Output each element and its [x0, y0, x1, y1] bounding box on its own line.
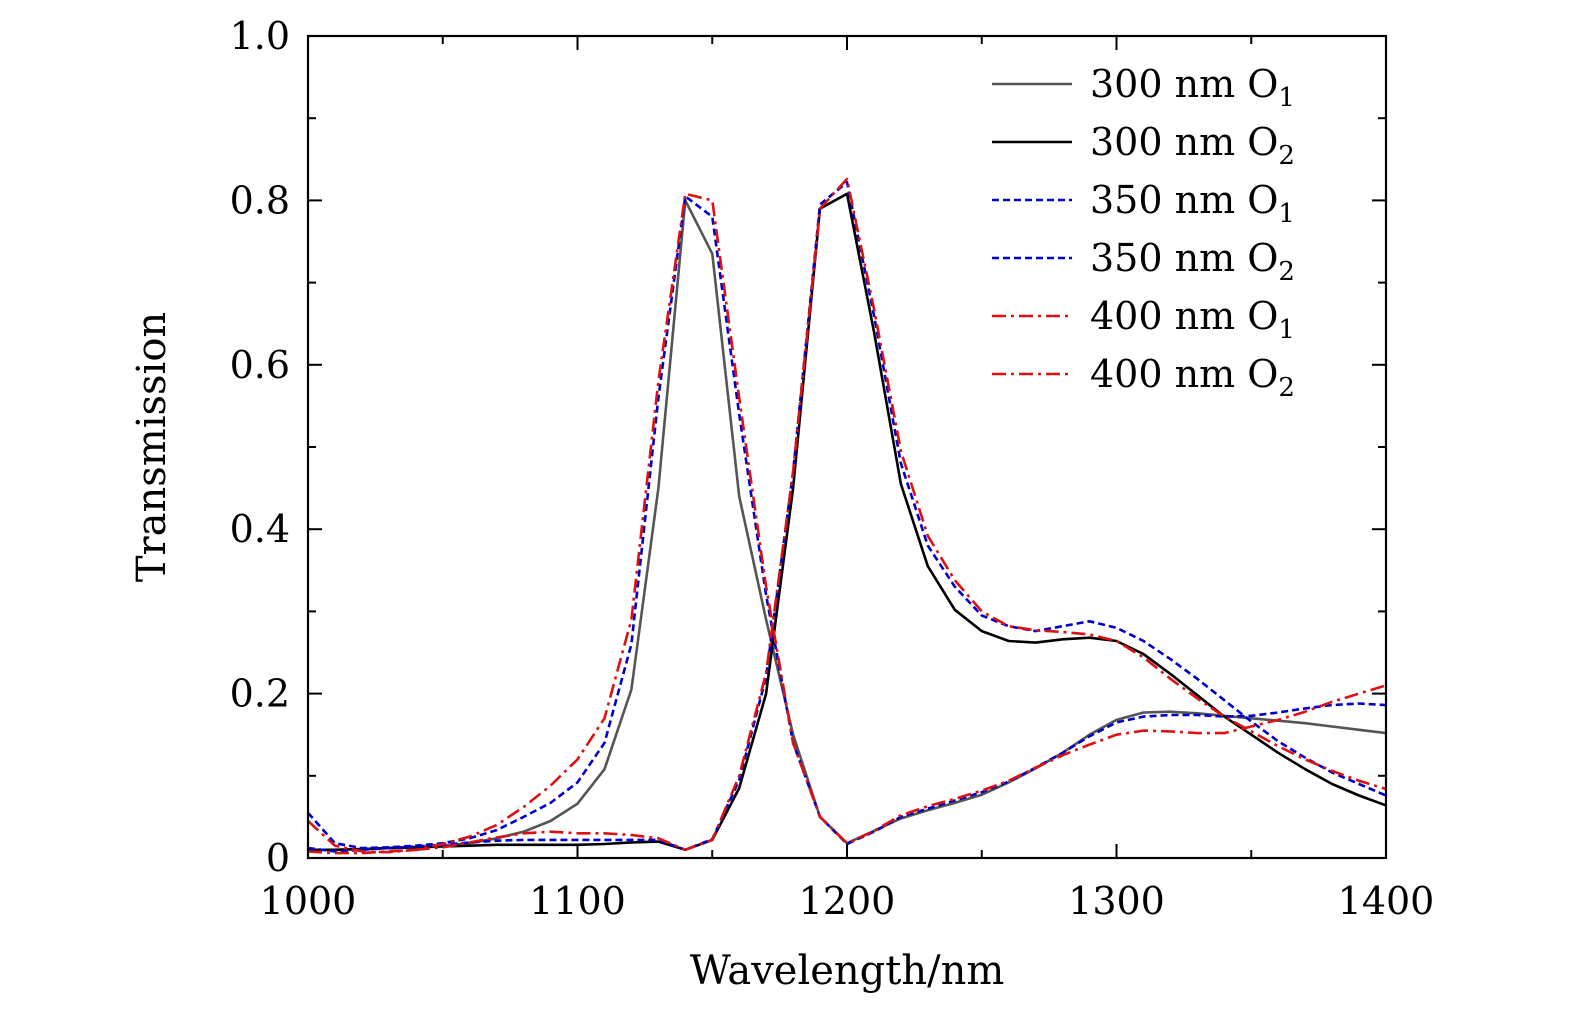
ticks-layer [307, 35, 1387, 859]
x-axis-title: Wavelength/nm [690, 948, 1005, 994]
legend-label-6: 400 nm O2 [1090, 352, 1295, 403]
series-line-4 [308, 181, 1386, 853]
series-line-3 [308, 195, 1386, 850]
legend-label-4: 350 nm O2 [1090, 236, 1295, 287]
legend-label-5: 400 nm O1 [1090, 294, 1295, 345]
series-line-2 [308, 192, 1386, 852]
x-tick-label: 1100 [529, 879, 626, 923]
legend-label-3: 350 nm O1 [1090, 178, 1295, 229]
y-tick-label: 0.4 [230, 507, 290, 551]
x-tick-label: 1400 [1338, 879, 1435, 923]
y-axis-title: Transmission [129, 312, 175, 582]
y-tick-label: 0.2 [230, 672, 290, 716]
tick-labels-layer: 1000 1100 1200 1300 1400 0 0.2 0.4 0.6 0.8 1.0 [230, 14, 1435, 923]
y-tick-label: 0.8 [230, 178, 290, 222]
x-tick-label: 1000 [260, 879, 357, 923]
series-layer [308, 177, 1386, 855]
y-tick-label: 0.6 [230, 343, 290, 387]
x-tick-label: 1300 [1068, 879, 1165, 923]
series-line-1 [308, 199, 1386, 852]
series-line-5 [308, 192, 1386, 854]
y-tick-label: 1.0 [230, 14, 290, 58]
y-tick-label: 0 [266, 836, 290, 880]
legend-label-2: 300 nm O2 [1090, 120, 1295, 171]
legend-label-1: 300 nm O1 [1090, 62, 1295, 113]
series-line-6 [308, 177, 1386, 855]
x-tick-label: 1200 [799, 879, 896, 923]
legend: 300 nm O1 300 nm O2 350 nm O1 350 nm O2 400 … [992, 62, 1295, 403]
